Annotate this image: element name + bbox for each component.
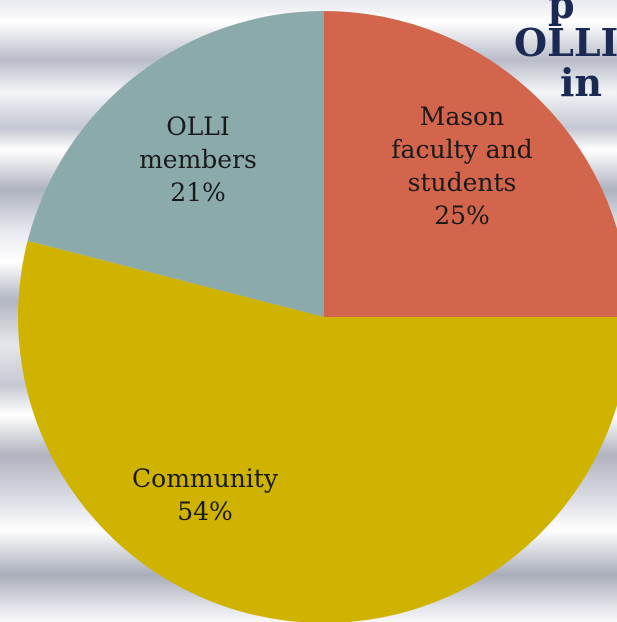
slice-label-community: Community 54% (132, 462, 278, 528)
slice-label-olli: OLLI members 21% (139, 110, 257, 209)
slice-label-line: Community (132, 464, 278, 493)
slice-value-label: 54% (177, 497, 233, 526)
title-fragment-3: in (560, 60, 603, 105)
pie-slice-olli (27, 11, 325, 317)
slice-label-line: members (139, 145, 257, 174)
slice-value-label: 21% (170, 178, 226, 207)
pie-slice-community (18, 240, 617, 622)
slice-value-label: 25% (434, 201, 490, 230)
slice-label-mason: Mason faculty and students 25% (391, 100, 532, 232)
slice-label-line: Mason (419, 102, 505, 131)
title-fragment-1: p (548, 0, 575, 27)
slice-label-line: students (407, 168, 517, 197)
slice-label-line: OLLI (166, 112, 230, 141)
pie-slices (18, 11, 617, 622)
slice-label-line: faculty and (391, 135, 533, 164)
pie-slice-mason (324, 11, 617, 317)
title-fragment-2: OLLI (514, 20, 617, 65)
